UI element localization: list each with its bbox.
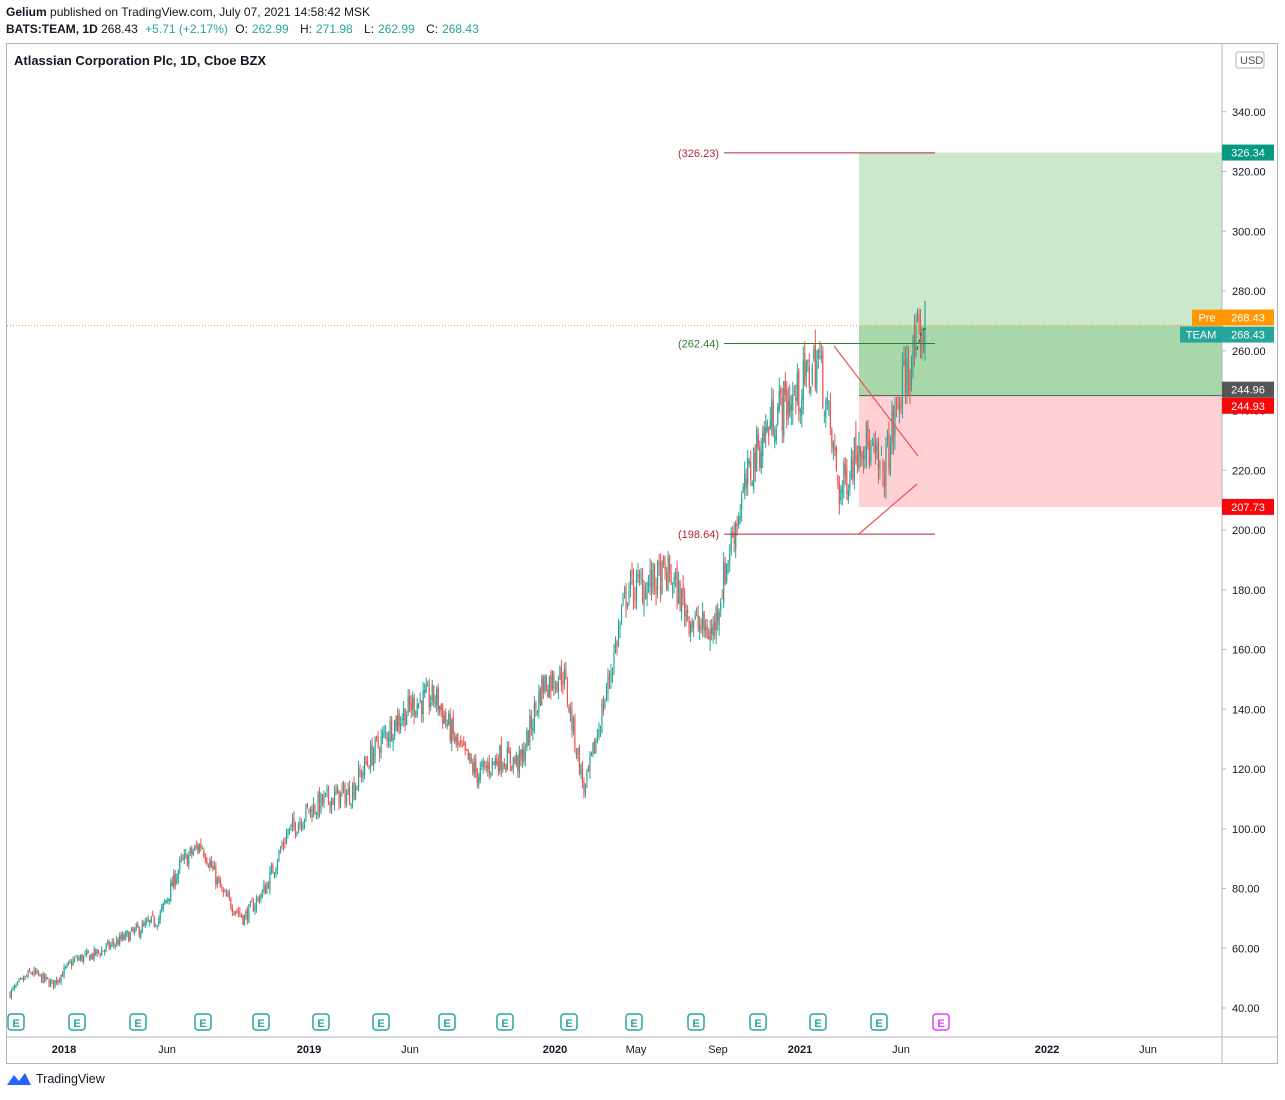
last-price: 268.43: [101, 22, 138, 36]
close-value: 268.43: [442, 22, 479, 36]
tradingview-brand: TradingView: [36, 1072, 105, 1086]
chart-frame[interactable]: [6, 43, 1278, 1064]
close-label: C:: [426, 22, 439, 36]
ohlc-line: BATS:TEAM, 1D 268.43 +5.71 (+2.17%) O: 26…: [6, 21, 487, 38]
publish-info: published on TradingView.com, July 07, 2…: [50, 5, 371, 19]
open-value: 262.99: [251, 22, 289, 36]
low-value: 262.99: [378, 22, 415, 36]
author-name[interactable]: Gelium: [6, 5, 47, 19]
chart-header: Gelium published on TradingView.com, Jul…: [6, 4, 487, 38]
tradingview-footer[interactable]: TradingView: [6, 1071, 105, 1087]
tradingview-logo-icon: [7, 1073, 31, 1085]
price-change: +5.71 (+2.17%): [145, 22, 228, 36]
low-label: L:: [364, 22, 375, 36]
symbol-label: BATS:TEAM, 1D: [6, 22, 98, 36]
high-value: 271.98: [315, 22, 353, 36]
publish-line: Gelium published on TradingView.com, Jul…: [6, 4, 487, 21]
chart-title: Atlassian Corporation Plc, 1D, Cboe BZX: [14, 53, 267, 68]
open-label: O:: [235, 22, 248, 36]
high-label: H:: [299, 22, 312, 36]
